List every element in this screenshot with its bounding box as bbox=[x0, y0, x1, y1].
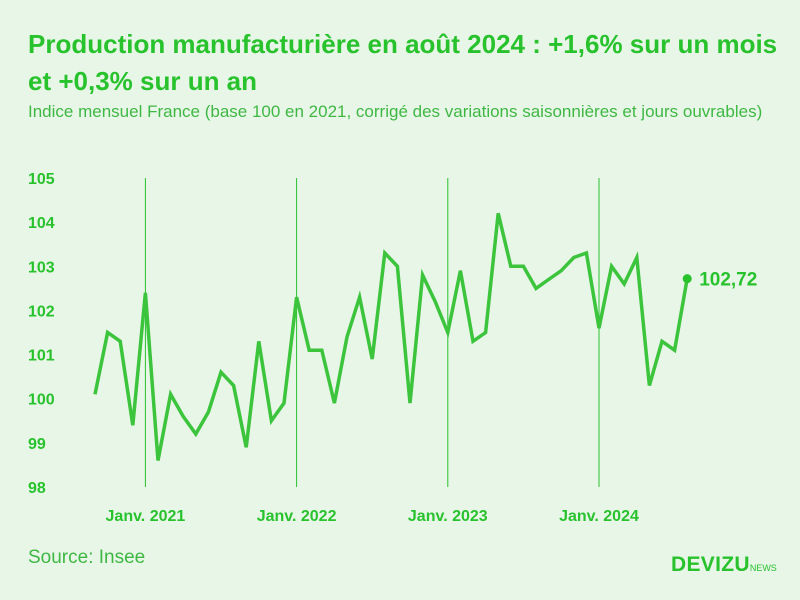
x-tick-label: Janv. 2021 bbox=[106, 508, 186, 525]
series: 102,72 bbox=[93, 212, 757, 461]
y-axis: 98 99 100 101 102 103 104 105 bbox=[28, 171, 55, 497]
brand-logo: DEVIZUNEWS bbox=[671, 553, 777, 577]
y-tick-label: 98 bbox=[28, 480, 46, 497]
chart-title: Production manufacturière en août 2024 :… bbox=[28, 29, 778, 96]
grid-lines bbox=[144, 178, 600, 487]
y-tick-label: 105 bbox=[28, 171, 55, 188]
x-tick-label: Janv. 2024 bbox=[559, 508, 639, 525]
brand-suffix: NEWS bbox=[749, 563, 777, 573]
y-tick-label: 103 bbox=[28, 259, 55, 276]
y-tick-label: 100 bbox=[28, 392, 55, 409]
last-value-label: 102,72 bbox=[699, 270, 757, 291]
last-point-marker bbox=[682, 274, 692, 284]
x-tick-label: Janv. 2022 bbox=[257, 508, 337, 525]
x-tick-label: Janv. 2023 bbox=[408, 508, 488, 525]
y-tick-label: 101 bbox=[28, 348, 55, 365]
y-tick-label: 99 bbox=[28, 436, 46, 453]
x-axis: Janv. 2021 Janv. 2022 Janv. 2023 Janv. 2024 bbox=[106, 508, 639, 525]
chart-subtitle: Indice mensuel France (base 100 en 2021,… bbox=[28, 102, 763, 121]
source-note: Source: Insee bbox=[28, 547, 146, 568]
series-line bbox=[93, 212, 689, 461]
y-tick-label: 104 bbox=[28, 215, 55, 232]
y-tick-label: 102 bbox=[28, 303, 55, 320]
brand-name: DEVIZU bbox=[671, 553, 750, 576]
